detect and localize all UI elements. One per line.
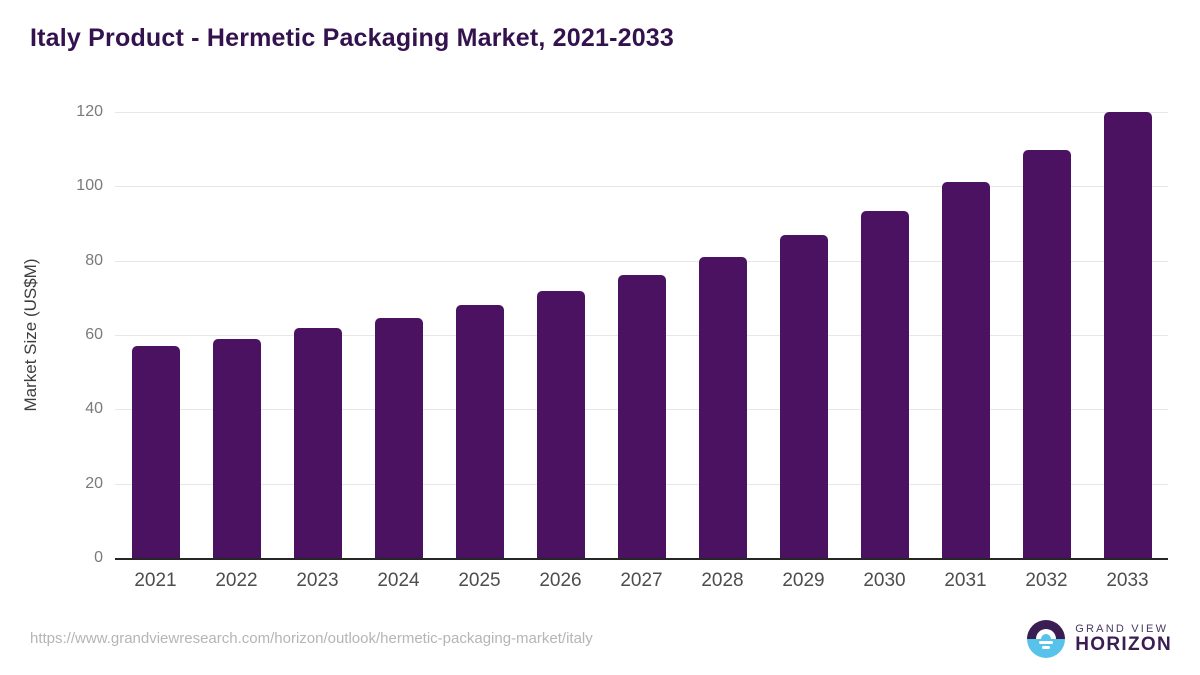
bar-2029[interactable] (779, 235, 828, 558)
x-tick-label: 2033 (1106, 570, 1149, 591)
bar-2027[interactable] (617, 274, 666, 558)
y-tick-label: 20 (85, 474, 103, 492)
x-tick-label: 2023 (296, 570, 339, 591)
bar-slot (601, 112, 682, 558)
x-tick-label: 2027 (620, 570, 663, 591)
x-tick-label: 2024 (377, 570, 420, 591)
y-tick-label: 0 (94, 549, 103, 566)
x-tick-label: 2025 (458, 570, 501, 591)
x-tick-label: 2022 (215, 570, 258, 591)
bar-2024[interactable] (374, 317, 423, 558)
bar-2031[interactable] (941, 181, 990, 558)
bar-slot (196, 112, 277, 558)
plot-area (115, 112, 1168, 560)
bar-2030[interactable] (860, 211, 909, 558)
horizon-sun-icon (1027, 620, 1066, 658)
brand-name-top: GRAND VIEW (1075, 622, 1169, 635)
x-tick-label: 2030 (863, 570, 906, 591)
x-tick-label: 2032 (1025, 570, 1068, 591)
gridline (115, 186, 1168, 188)
gridline (115, 112, 1168, 113)
x-tick-label: 2028 (701, 570, 744, 591)
bar-slot (925, 112, 1006, 558)
bar-slot (844, 112, 925, 558)
bar-slot (763, 112, 844, 558)
bar-2025[interactable] (455, 304, 504, 558)
bars-container (115, 112, 1168, 558)
y-tick-label: 120 (76, 103, 103, 120)
bar-slot (1087, 112, 1168, 558)
bar-slot (1006, 112, 1087, 558)
y-tick-label: 100 (76, 177, 103, 195)
bar-slot (358, 112, 439, 558)
bar-slot (439, 112, 520, 558)
y-tick-label: 80 (85, 251, 103, 269)
chart-title: Italy Product - Hermetic Packaging Marke… (30, 24, 675, 52)
x-tick-label: 2021 (134, 570, 177, 591)
y-tick-label: 60 (85, 326, 103, 343)
x-tick-label: 2029 (782, 570, 825, 591)
bar-slot (277, 112, 358, 558)
x-tick-label: 2026 (539, 570, 582, 591)
x-tick-label: 2031 (944, 570, 987, 591)
bar-slot (682, 112, 763, 558)
y-tick-label: 40 (85, 400, 103, 418)
bar-2022[interactable] (212, 338, 261, 558)
source-url: https://www.grandviewresearch.com/horizo… (30, 630, 593, 647)
bar-slot (520, 112, 601, 558)
bar-2028[interactable] (698, 256, 747, 558)
bar-2026[interactable] (536, 290, 585, 558)
x-axis-labels: 2021 2022 2023 2024 2025 2026 2027 2028 2029 2030… (115, 570, 1168, 592)
bar-2023[interactable] (293, 328, 342, 558)
bar-2033[interactable] (1103, 112, 1152, 558)
brand-logo: GRAND VIEW HORIZON (1027, 620, 1172, 658)
bar-2032[interactable] (1022, 149, 1071, 558)
y-axis-ticks: 0 20 40 60 80 100 120 (0, 103, 103, 566)
bar-slot (115, 112, 196, 558)
bar-2021[interactable] (131, 346, 180, 558)
brand-name-bottom: HORIZON (1075, 633, 1172, 655)
gridline (115, 260, 1168, 262)
